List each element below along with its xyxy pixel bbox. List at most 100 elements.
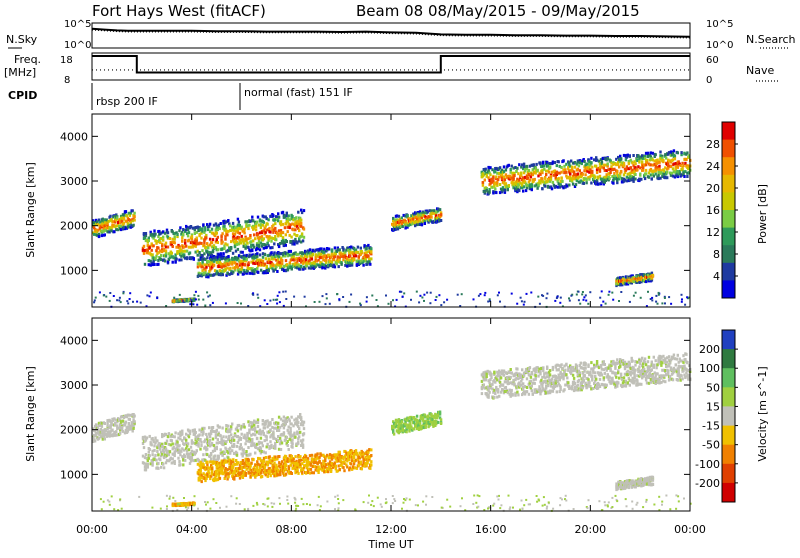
data-cell <box>241 226 243 229</box>
data-cell <box>169 237 171 240</box>
freq-tick-top: 18 <box>60 55 73 66</box>
data-cell <box>322 295 324 297</box>
data-cell <box>278 455 280 458</box>
data-cell <box>216 429 218 432</box>
data-cell <box>403 292 405 294</box>
data-cell <box>208 426 210 429</box>
data-cell <box>282 223 284 226</box>
data-cell <box>338 265 340 268</box>
data-cell <box>269 455 271 458</box>
data-cell <box>258 245 260 248</box>
data-cell <box>210 458 212 461</box>
cpid-segment-1: rbsp 200 IF <box>96 95 158 108</box>
data-cell <box>181 240 183 243</box>
data-cell <box>152 244 154 247</box>
data-cell <box>424 222 426 225</box>
data-cell <box>537 296 539 298</box>
data-cell <box>254 427 256 430</box>
data-cell <box>221 241 223 244</box>
data-cell <box>279 301 281 303</box>
data-cell <box>227 219 229 222</box>
data-cell <box>247 458 249 461</box>
data-cell <box>149 246 151 249</box>
data-cell <box>133 215 135 218</box>
data-cell <box>681 294 683 296</box>
data-cell <box>240 303 242 305</box>
data-cell <box>312 253 314 256</box>
data-cell <box>240 443 242 446</box>
data-cell <box>201 249 203 252</box>
data-cell <box>264 299 266 301</box>
data-cell <box>309 248 311 251</box>
data-cell <box>326 297 328 299</box>
data-cell <box>207 296 209 298</box>
data-cell <box>536 169 538 172</box>
data-cell <box>611 292 613 294</box>
data-cell <box>329 303 331 305</box>
data-cell <box>634 173 636 176</box>
data-cell <box>396 299 398 301</box>
data-cell <box>282 291 284 293</box>
data-cell <box>620 158 622 161</box>
data-cell <box>264 253 266 256</box>
data-cell <box>156 439 158 442</box>
data-cell <box>299 455 301 458</box>
data-cell <box>196 304 198 306</box>
data-cell <box>429 302 431 304</box>
data-cell <box>639 174 641 177</box>
data-cell <box>149 435 151 438</box>
data-cell <box>157 453 159 456</box>
data-cell <box>623 162 625 165</box>
data-cell <box>568 184 570 187</box>
data-cell <box>129 298 131 300</box>
data-cell <box>629 155 631 158</box>
data-cell <box>178 229 180 232</box>
data-cell <box>590 161 592 164</box>
data-cell <box>662 159 664 162</box>
data-cell <box>286 240 288 243</box>
data-cell <box>641 160 643 163</box>
data-cell <box>249 453 251 456</box>
data-cell <box>257 271 259 274</box>
data-cell <box>237 218 239 221</box>
data-cell <box>172 443 174 446</box>
data-cell <box>243 426 245 429</box>
data-cell <box>485 168 487 171</box>
data-cell <box>285 259 287 262</box>
data-cell <box>541 294 543 296</box>
data-cell <box>609 171 611 174</box>
data-cell <box>556 297 558 299</box>
data-cell <box>645 169 647 172</box>
data-cell <box>666 171 668 174</box>
data-cell <box>179 226 181 229</box>
data-cell <box>167 246 169 249</box>
data-cell <box>206 448 208 451</box>
data-cell <box>256 437 258 440</box>
data-cell <box>260 471 262 474</box>
data-cell <box>268 227 270 230</box>
data-cell <box>229 430 231 433</box>
data-cell <box>574 166 576 169</box>
data-cell <box>195 291 197 293</box>
data-cell <box>360 247 362 250</box>
data-cell <box>232 252 234 255</box>
data-cell <box>185 439 187 442</box>
data-cell <box>495 191 497 194</box>
data-cell <box>581 293 583 295</box>
data-cell <box>104 233 106 236</box>
data-cell <box>219 227 221 230</box>
data-cell <box>568 297 570 299</box>
data-cell <box>151 253 153 256</box>
data-cell <box>245 450 247 453</box>
data-cell <box>591 170 593 173</box>
data-cell <box>214 455 216 458</box>
data-cell <box>353 258 355 261</box>
data-cell <box>314 301 316 303</box>
data-cell <box>209 435 211 438</box>
data-cell <box>338 298 340 300</box>
data-cell <box>272 430 274 433</box>
data-cell <box>226 243 228 246</box>
data-cell <box>612 182 614 185</box>
data-cell <box>652 274 654 277</box>
